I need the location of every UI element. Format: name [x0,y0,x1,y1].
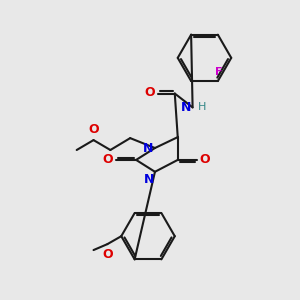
Text: O: O [88,123,99,136]
Text: O: O [103,153,113,167]
Text: N: N [144,173,154,186]
Text: O: O [200,153,210,167]
Text: O: O [102,248,113,261]
Text: N: N [142,142,153,154]
Text: H: H [198,102,206,112]
Text: O: O [144,86,155,99]
Text: F: F [215,67,223,77]
Text: N: N [181,101,192,114]
